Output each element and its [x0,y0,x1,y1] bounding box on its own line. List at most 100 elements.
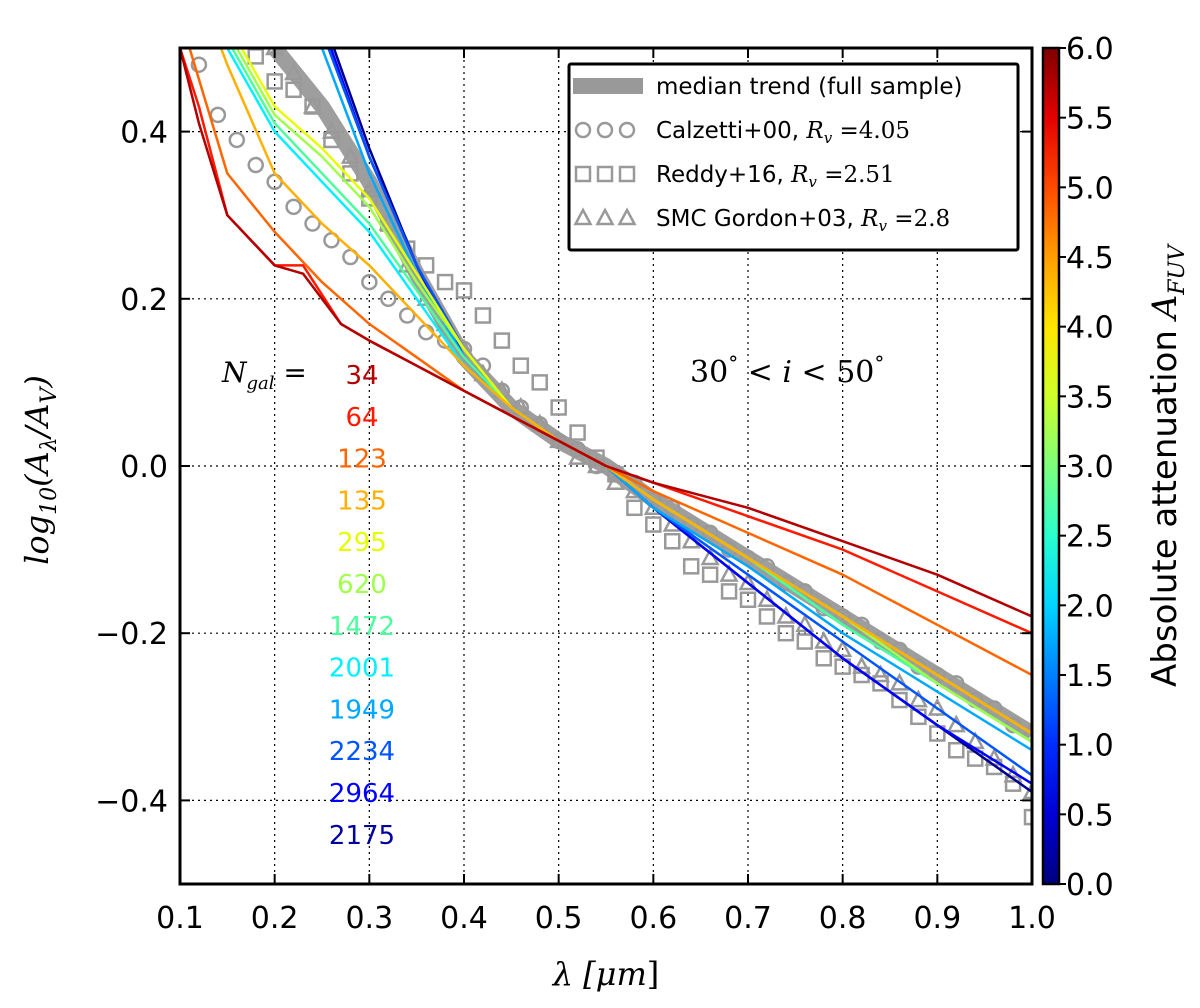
legend-calzetti-swatch [596,121,614,139]
reddy-marker [815,650,832,667]
reddy-marker [550,399,567,416]
x-axis-label: λ [μm] [551,955,660,993]
smc-marker [1022,781,1032,800]
reddy-marker [474,307,492,324]
legend-reddy-swatch [596,165,614,183]
ngal-count: 1949 [329,695,395,725]
smc-marker [870,664,891,683]
y-tick-label: −0.4 [95,784,168,819]
inclination-annotation: 30° < i < 50° [690,351,884,390]
reddy-marker [569,424,586,441]
legend-smc-swatch [595,207,615,226]
reddy-marker [720,583,738,600]
x-tick-label: 1.0 [1008,901,1056,936]
ngal-count: 1472 [329,612,395,642]
reddy-marker [626,499,643,517]
legend-label-reddy: Reddy+16, Rv =2.51 [656,162,895,191]
legend: median trend (full sample) Calzetti+00, R… [567,62,1020,252]
x-tick-label: 0.9 [913,901,961,936]
calzetti-marker [247,156,264,174]
colorbar-tick-label: 6.0 [1066,32,1114,67]
calzetti-marker [228,131,246,149]
reddy-marker [455,282,473,299]
reddy-marker [531,374,548,391]
smc-marker [738,572,758,591]
smc-marker [719,564,739,582]
legend-label-smc: SMC Gordon+03, Rv =2.8 [656,206,950,235]
reddy-marker [891,691,908,709]
legend-calzetti-swatch [574,121,592,139]
series-line [219,48,1032,735]
reddy-marker [682,558,700,575]
calzetti-marker [190,56,208,73]
y-tick-label: −0.2 [95,617,168,652]
ngal-count: 34 [345,361,378,391]
y-tick-label: 0.4 [120,116,168,151]
colorbar-tick-label: 5.5 [1066,102,1114,137]
reddy-marker [796,633,814,650]
colorbar-label: Absolute attenuation AFUV [1145,243,1190,687]
legend-reddy-swatch [618,165,636,183]
ngal-count: 2234 [329,737,395,767]
colorbar-tick-label: 2.0 [1066,589,1114,624]
reddy-marker [777,624,795,642]
colorbar-tick-label: 3.5 [1066,380,1114,415]
reddy-marker [872,675,889,692]
calzetti-marker [304,215,321,232]
smc-marker [757,589,777,608]
series-lines [180,48,1032,794]
ngal-count: 2001 [329,654,395,684]
reddy-marker [1023,808,1032,826]
reddy-marker [664,532,681,550]
smc-marker [833,639,853,658]
x-tick-label: 0.2 [251,901,299,936]
x-axis-ticks: 0.1 0.2 0.3 0.4 0.5 0.6 0.7 0.8 0.9 1.0 [156,48,1056,936]
x-tick-label: 0.1 [156,901,204,936]
y-tick-label: 0.0 [120,450,168,485]
y-tick-label: 0.2 [120,283,168,318]
colorbar-tick-label: 1.5 [1066,659,1114,694]
legend-label-median: median trend (full sample) [656,74,962,100]
calzetti-marker [380,290,397,308]
colorbar-tick-label: 1.0 [1066,729,1114,764]
colorbar-tick-label: 0.0 [1066,868,1114,903]
colorbar-tick-label: 5.0 [1066,171,1114,206]
y-axis-label: log10(Aλ/AV) [18,375,62,565]
x-tick-label: 0.7 [724,901,772,936]
reddy-marker [512,357,530,374]
x-tick-label: 0.5 [535,901,583,936]
reddy-marker [645,516,662,533]
x-tick-label: 0.6 [629,901,677,936]
reddy-marker [758,608,776,625]
x-tick-label: 0.3 [345,901,393,936]
colorbar-tick-label: 4.0 [1066,311,1114,346]
ngal-counts: 34 64 123 135 295 620 1472 2001 1949 2234 2964 2175 [329,361,395,851]
x-tick-label: 0.4 [440,901,488,936]
ngal-label: Ngal = [221,356,307,394]
smc-marker [927,697,947,716]
smc-marker [889,672,910,691]
legend-smc-swatch [617,207,637,226]
reddy-marker [493,332,511,349]
reddy-marker [739,591,757,609]
ngal-count: 295 [337,528,387,558]
reddy-marker [701,566,719,583]
reddy-marker [266,73,283,90]
legend-reddy-swatch [574,165,592,183]
ngal-count: 123 [337,445,387,475]
ngal-count: 2175 [329,821,395,851]
calzetti-marker [361,273,378,291]
calzetti-marker [398,307,416,324]
x-tick-label: 0.8 [819,901,867,936]
colorbar-tick-label: 0.5 [1066,798,1114,833]
reddy-marker [436,273,454,291]
colorbar-tick-label: 4.5 [1066,241,1114,276]
legend-label-calzetti: Calzetti+00, Rv =4.05 [656,118,910,147]
ngal-count: 2964 [329,779,395,809]
ngal-count: 135 [337,486,387,516]
calzetti-marker [285,198,302,216]
colorbar: 0.00.51.01.52.02.53.03.54.04.55.05.56.0 … [1041,32,1190,903]
colorbar-tick-label: 3.0 [1066,450,1114,485]
colorbar-gradient [1043,48,1059,884]
